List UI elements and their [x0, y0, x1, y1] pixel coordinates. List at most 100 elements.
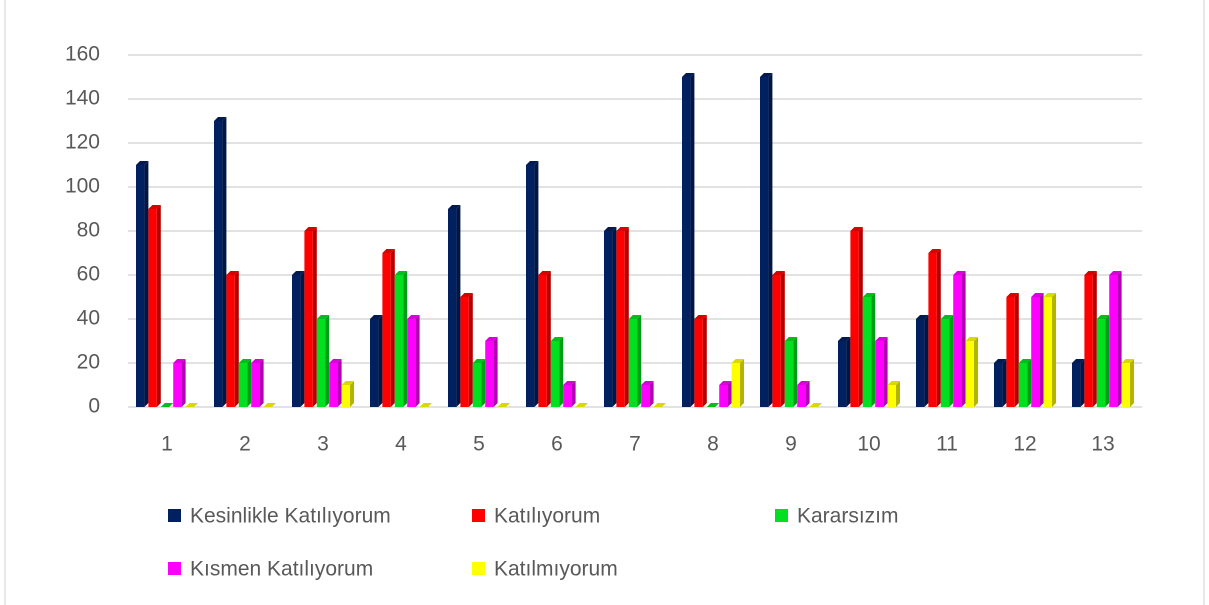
bar-side — [768, 73, 773, 407]
bar-side — [924, 315, 929, 407]
bar-top — [226, 271, 239, 275]
bar — [928, 253, 937, 407]
bar — [292, 275, 301, 407]
bar — [238, 363, 248, 407]
bar-top — [1031, 293, 1044, 297]
bar — [628, 319, 638, 407]
y-tick-label: 40 — [77, 307, 100, 330]
bar — [797, 385, 806, 407]
bar-top — [1096, 315, 1110, 319]
bar-side — [936, 249, 941, 407]
x-tick-label: 12 — [1013, 433, 1036, 456]
bar — [916, 319, 925, 407]
bar — [226, 275, 235, 407]
bar — [304, 231, 313, 407]
bar-side — [1080, 359, 1085, 407]
bar-top — [173, 359, 186, 363]
bar-top — [419, 403, 432, 407]
x-tick-label: 2 — [239, 433, 251, 456]
bar-side — [546, 271, 551, 407]
bar-top — [850, 227, 863, 231]
bar-top — [1043, 293, 1056, 297]
bar-top — [251, 359, 264, 363]
bar-side — [1052, 293, 1056, 407]
bar-top — [1072, 359, 1085, 363]
legend-swatch — [472, 562, 485, 575]
bar-side — [612, 227, 617, 407]
bar — [862, 297, 872, 407]
bar-top — [838, 337, 851, 341]
bar-top — [994, 359, 1007, 363]
bar-top — [875, 337, 888, 341]
legend-label: Katılmıyorum — [494, 558, 618, 581]
bar-side — [1002, 359, 1007, 407]
bar-side — [571, 381, 576, 407]
bar-top — [784, 337, 798, 341]
bar — [448, 209, 457, 407]
bar-side — [350, 381, 354, 407]
bar-side — [883, 337, 888, 407]
bar — [1043, 297, 1052, 407]
legend-swatch — [472, 509, 485, 522]
bar-top — [965, 337, 978, 341]
y-tick-label: 20 — [77, 351, 100, 374]
x-tick-label: 8 — [707, 433, 719, 456]
bar — [784, 341, 794, 407]
bar-top — [304, 227, 317, 231]
bar — [965, 341, 974, 407]
bar-side — [1014, 293, 1019, 407]
bar — [460, 297, 469, 407]
bar-top — [136, 161, 149, 165]
bar — [604, 231, 613, 407]
bar-top — [460, 293, 473, 297]
bar-side — [456, 205, 461, 407]
bar — [1018, 363, 1028, 407]
legend-label: Katılıyorum — [494, 505, 600, 528]
bar-top — [706, 403, 720, 407]
bar-side — [961, 271, 966, 407]
x-tick-label: 7 — [629, 433, 641, 456]
bar — [214, 121, 223, 407]
bar-top — [550, 337, 564, 341]
bar — [1031, 297, 1040, 407]
bar-top — [214, 117, 227, 121]
bar-top — [497, 403, 510, 407]
bar — [719, 385, 728, 407]
bar — [994, 363, 1003, 407]
bar-side — [222, 117, 227, 407]
bar-side — [378, 315, 383, 407]
x-tick-label: 13 — [1091, 433, 1114, 456]
bar-top — [329, 359, 342, 363]
bar-side — [974, 337, 978, 407]
bar-top — [760, 73, 773, 77]
bar-top — [472, 359, 486, 363]
bar-top — [772, 271, 785, 275]
legend-label: Kararsızım — [797, 505, 899, 528]
bar-side — [312, 227, 317, 407]
x-tick-label: 3 — [317, 433, 329, 456]
x-tick-label: 1 — [161, 433, 173, 456]
bar — [173, 363, 182, 407]
bar — [953, 275, 962, 407]
legend-swatch — [775, 509, 788, 522]
bar-top — [940, 315, 954, 319]
bar-top — [628, 315, 642, 319]
bar-side — [144, 161, 149, 407]
bar — [838, 341, 847, 407]
bar-top — [1084, 271, 1097, 275]
bar — [940, 319, 950, 407]
x-tick-label: 11 — [936, 433, 958, 456]
bar-top — [809, 403, 822, 407]
bar — [772, 275, 781, 407]
bar-top — [563, 381, 576, 385]
x-tick-label: 9 — [785, 433, 797, 456]
bar — [341, 385, 350, 407]
bar — [370, 319, 379, 407]
bar — [148, 209, 157, 407]
bar-top — [916, 315, 929, 319]
bar — [538, 275, 547, 407]
bar-side — [259, 359, 264, 407]
bar-top — [263, 403, 276, 407]
bar-top — [316, 315, 330, 319]
bar-side — [1117, 271, 1122, 407]
